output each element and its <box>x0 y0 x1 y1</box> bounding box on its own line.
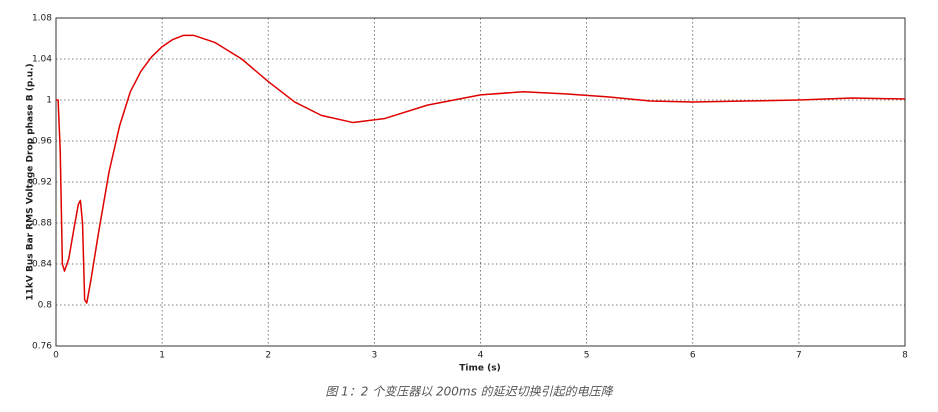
x-tick-label: 1 <box>159 351 165 361</box>
x-tick-label: 5 <box>584 351 590 361</box>
y-tick-label: 0.8 <box>38 301 53 311</box>
y-tick-label: 1 <box>46 96 52 106</box>
line-series <box>56 34 906 304</box>
x-tick-label: 3 <box>372 351 378 361</box>
y-tick-label: 0.88 <box>32 219 52 229</box>
x-tick-label: 6 <box>690 351 696 361</box>
y-axis-title: 11kV Bus Bar RMS Voltage Drop phase B (p… <box>26 63 36 300</box>
y-tick-label: 0.84 <box>32 260 52 270</box>
x-tick-label: 4 <box>478 351 484 361</box>
y-tick-label: 0.92 <box>32 178 52 188</box>
x-tick-label: 0 <box>53 351 59 361</box>
y-tick-label: 1.08 <box>32 14 52 24</box>
caption: 图 1：2 个变压器以 200ms 的延迟切换引起的电压降 <box>325 385 613 399</box>
y-tick-label: 0.76 <box>32 342 52 352</box>
y-tick-label: 0.96 <box>32 137 52 147</box>
y-tick-label: 1.04 <box>32 55 52 65</box>
plot-frame <box>55 17 906 347</box>
x-axis-title: Time (s) <box>459 364 500 374</box>
x-tick-label: 7 <box>796 351 802 361</box>
x-tick-label: 8 <box>902 351 908 361</box>
x-tick-label: 2 <box>265 351 271 361</box>
